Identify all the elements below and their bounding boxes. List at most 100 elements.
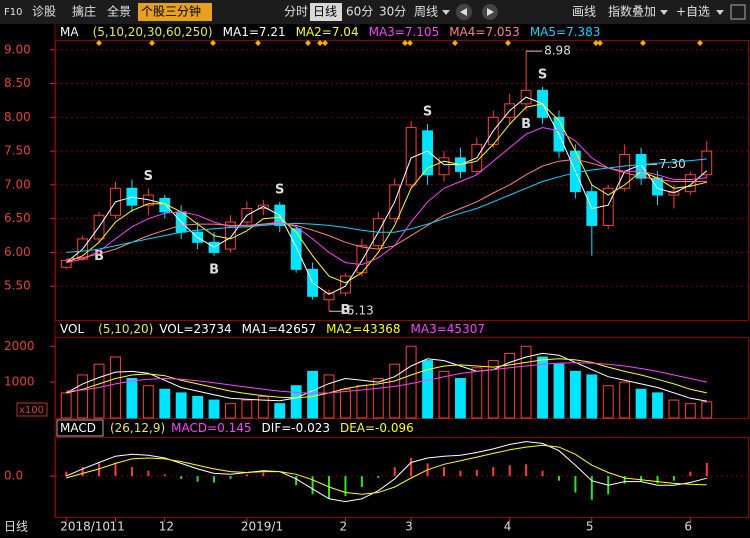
volume-bar bbox=[225, 403, 236, 419]
volume-bar bbox=[438, 370, 450, 419]
volume-bar bbox=[60, 392, 72, 419]
volume-bar bbox=[110, 356, 121, 419]
y-tick-label: 2000 bbox=[4, 339, 35, 353]
volume-bar bbox=[372, 378, 384, 419]
dropdown-icon[interactable] bbox=[442, 10, 450, 15]
volume-bar bbox=[454, 378, 466, 419]
volume-bar bbox=[323, 374, 335, 419]
legend-entry: MA5=7.383 bbox=[530, 25, 601, 39]
x-tick-label: 4 bbox=[504, 520, 512, 534]
volume-panel bbox=[55, 337, 749, 419]
volume-bar bbox=[553, 363, 565, 419]
event-markers bbox=[96, 40, 703, 46]
indicator-line bbox=[66, 158, 707, 260]
volume-bar bbox=[274, 403, 286, 419]
unit-label: x100 bbox=[19, 405, 44, 416]
candle-body bbox=[684, 174, 696, 193]
tab[interactable]: 诊股 bbox=[32, 5, 56, 19]
indicator-menu: MACD bbox=[60, 421, 96, 435]
tab[interactable]: 个股三分钟 bbox=[141, 4, 201, 19]
volume-bar bbox=[241, 399, 253, 419]
active-period bbox=[310, 3, 342, 21]
period-button[interactable]: 周线 bbox=[414, 5, 438, 19]
volume-bar bbox=[684, 403, 696, 419]
volume-bar bbox=[340, 388, 351, 419]
legend-entry: MA1=42657 bbox=[242, 322, 316, 336]
volume-bar bbox=[668, 399, 680, 419]
indicator-header: MACD (26,12,9) MACD=0.145 DIF=-0.023 DEA=-0.… bbox=[60, 421, 414, 435]
x-tick-label: 12 bbox=[159, 520, 174, 534]
candle-body bbox=[290, 228, 302, 270]
period-label: 日线 bbox=[4, 520, 28, 534]
toolbar bbox=[0, 0, 750, 24]
price-panel bbox=[55, 40, 749, 321]
tab[interactable]: 全景 bbox=[107, 4, 131, 19]
tool-button[interactable]: 指数叠加 bbox=[608, 4, 656, 19]
legend-entry: MA2=43368 bbox=[326, 322, 400, 336]
tool-button[interactable]: +自选 bbox=[676, 5, 710, 19]
volume-bar bbox=[307, 370, 319, 419]
indicator-params: (26,12,9) bbox=[110, 421, 165, 435]
x-tick-label: 3 bbox=[405, 520, 413, 534]
x-tick-label: 2 bbox=[339, 520, 347, 534]
signal-label: S bbox=[423, 105, 432, 120]
dropdown-icon[interactable] bbox=[660, 10, 668, 15]
tab[interactable]: F10 bbox=[4, 7, 22, 18]
y-tick-label: 6.50 bbox=[4, 211, 31, 225]
volume-bar bbox=[701, 401, 713, 419]
volume-bar bbox=[586, 374, 598, 419]
candle-body bbox=[159, 197, 171, 213]
unit-box bbox=[16, 402, 48, 417]
indicator-line bbox=[66, 362, 707, 394]
menu-box bbox=[56, 419, 104, 437]
volume-bar bbox=[569, 370, 581, 419]
indicator-menu: MA bbox=[60, 25, 79, 39]
y-tick-label: 1000 bbox=[4, 375, 35, 389]
indicator-value: MACD=0.145 bbox=[171, 421, 251, 435]
x-tick-label: 6 bbox=[684, 520, 692, 534]
tab[interactable]: 擒庄 bbox=[72, 4, 96, 19]
candle-body bbox=[602, 187, 614, 226]
candle-body bbox=[701, 150, 713, 176]
volume-bar bbox=[126, 378, 138, 419]
volume-bar bbox=[635, 388, 647, 419]
volume-bar bbox=[652, 392, 663, 419]
volume-bar bbox=[422, 360, 433, 419]
period-button[interactable]: 日线 bbox=[313, 5, 337, 19]
legend-entry: MA3=7.105 bbox=[369, 25, 440, 39]
indicator-line bbox=[66, 126, 707, 266]
period-button[interactable]: 分时 bbox=[284, 5, 308, 19]
tab-highlight bbox=[138, 3, 212, 21]
volume-bar bbox=[257, 395, 269, 419]
macd-panel bbox=[55, 437, 749, 518]
y-tick-label: 7.50 bbox=[4, 144, 31, 158]
menu-icon[interactable] bbox=[730, 4, 746, 20]
indicator-value: VOL=23734 bbox=[159, 322, 231, 336]
signal-label: S bbox=[275, 182, 284, 197]
volume-bar bbox=[619, 381, 631, 419]
volume-bar bbox=[208, 399, 220, 419]
volume-bar bbox=[537, 356, 548, 419]
dropdown-icon[interactable] bbox=[716, 10, 724, 15]
volume-bar bbox=[520, 345, 532, 419]
volume-bar bbox=[175, 392, 187, 419]
signal-label: S bbox=[144, 169, 153, 184]
annotation-label: 7.30 bbox=[659, 157, 686, 171]
volume-bar bbox=[93, 363, 105, 419]
candle-body bbox=[438, 157, 450, 176]
candle-body bbox=[340, 275, 351, 294]
period-button[interactable]: 60分 bbox=[346, 5, 373, 19]
legend-entry: MA2=7.04 bbox=[296, 25, 359, 39]
period-button[interactable]: 30分 bbox=[379, 5, 406, 19]
legend-entry: DIF=-0.023 bbox=[262, 421, 330, 435]
tool-button[interactable]: 画线 bbox=[572, 5, 596, 19]
x-tick-label: 2019/1 bbox=[241, 520, 283, 534]
x-tick-label: 11 bbox=[109, 520, 124, 534]
y-tick-label: 8.50 bbox=[4, 76, 31, 90]
legend-entry: MA3=45307 bbox=[411, 322, 485, 336]
signal-label: S bbox=[538, 67, 547, 82]
x-tick-label: 5 bbox=[586, 520, 594, 534]
legend-entry: MA4=7.053 bbox=[449, 25, 520, 39]
